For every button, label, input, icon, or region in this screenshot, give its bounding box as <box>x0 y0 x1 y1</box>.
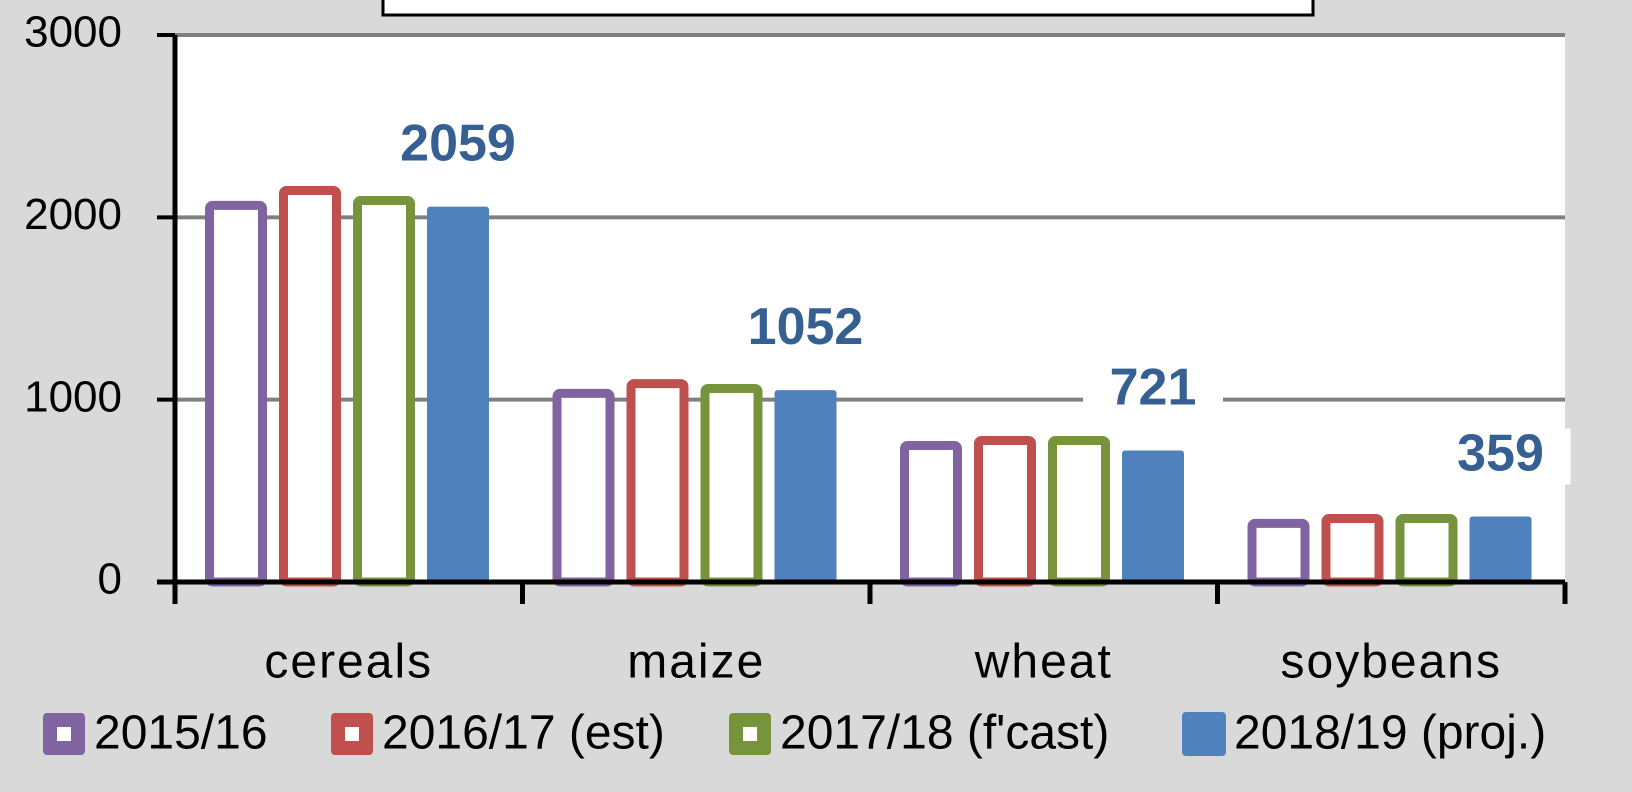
legend-label: 2015/16 <box>94 707 268 760</box>
legend-swatch-hole <box>743 727 757 741</box>
legend-swatch-hole <box>57 727 71 741</box>
y-tick-label: 1000 <box>24 372 122 421</box>
bar <box>700 383 763 587</box>
legend-label: 2016/17 (est) <box>382 707 665 760</box>
value-label-bg <box>1083 362 1223 419</box>
bar <box>774 390 837 582</box>
y-tick-label: 3000 <box>24 8 122 57</box>
bar <box>427 206 489 582</box>
value-label-bg <box>1430 428 1571 485</box>
bar <box>1048 435 1110 587</box>
y-tick-label: 2000 <box>24 190 122 239</box>
bar <box>552 388 615 587</box>
bar <box>1395 513 1458 587</box>
bar <box>900 441 962 587</box>
x-tick-label: wheat <box>974 636 1113 689</box>
bar <box>1469 516 1532 582</box>
title-box <box>381 0 1315 17</box>
bar <box>353 196 415 587</box>
bar <box>1247 518 1310 587</box>
bar <box>1321 513 1384 587</box>
bar <box>279 185 341 587</box>
x-tick-label: maize <box>627 636 765 689</box>
value-label-bg <box>735 302 876 359</box>
value-label: 721 <box>1110 358 1197 416</box>
legend-swatch-hole <box>345 727 359 741</box>
bar <box>626 379 689 587</box>
value-label-bg <box>388 118 528 175</box>
value-label: 2059 <box>400 114 516 172</box>
x-tick-label: soybeans <box>1281 636 1502 689</box>
legend-label: 2018/19 (proj.) <box>1234 707 1546 760</box>
value-label: 1052 <box>748 298 864 356</box>
legend-swatch <box>1182 712 1226 756</box>
x-tick-label: cereals <box>264 636 433 689</box>
bar <box>974 435 1036 587</box>
bar <box>205 200 267 587</box>
legend-label: 2017/18 (f'cast) <box>780 707 1109 760</box>
bar <box>1122 450 1184 582</box>
value-label: 359 <box>1457 424 1544 482</box>
y-tick-label: 0 <box>98 555 122 604</box>
